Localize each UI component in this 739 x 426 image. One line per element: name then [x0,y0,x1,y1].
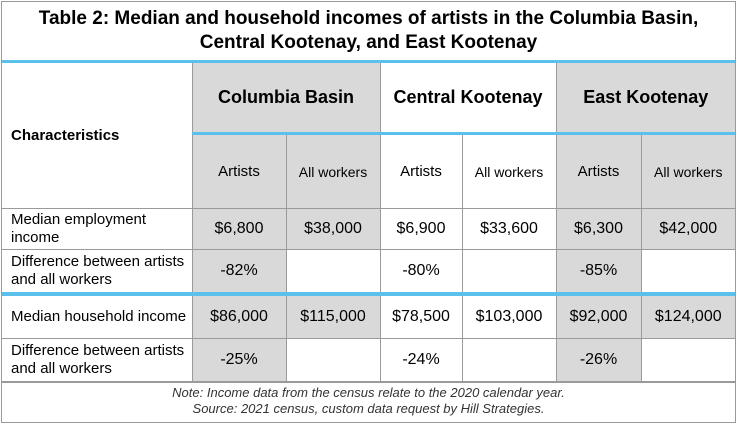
table-cell: $6,800 [191,208,287,250]
table-cell [285,249,381,295]
source-line: Source: 2021 census, custom data request… [192,401,545,416]
region-header-columbia-basin: Columbia Basin [191,63,381,135]
table-cell: $42,000 [640,208,735,250]
table-row: Difference between artists and all worke… [2,249,735,295]
table-cell [640,338,735,382]
table-row: Median household income $86,000 $115,000… [2,292,735,339]
region-header-central-kootenay: Central Kootenay [379,63,557,135]
subheader-all-workers: All workers [285,133,381,209]
table-cell: $103,000 [461,292,557,339]
subheader-artists: Artists [555,133,642,209]
income-table: Characteristics Columbia Basin Central K… [2,63,735,382]
table-cell: $86,000 [191,292,287,339]
subheader-artists: Artists [192,133,287,209]
table-cell: -26% [555,338,642,382]
characteristics-header: Characteristics [2,63,193,209]
subheader-artists: Artists [379,133,463,209]
table-cell: -24% [379,338,463,382]
region-header-row: Characteristics Columbia Basin Central K… [2,63,735,209]
table-cell: $38,000 [285,208,381,250]
subheader-all-workers: All workers [461,133,557,209]
table-cell: -82% [191,249,287,295]
table-row: Difference between artists and all worke… [2,338,735,382]
row-label: Median household income [2,292,193,339]
table-cell [461,249,557,295]
note-line: Note: Income data from the census relate… [172,385,565,400]
table-cell: $124,000 [640,292,735,339]
table-cell: $6,900 [379,208,463,250]
row-label: Difference between artists and all worke… [2,249,193,295]
table-cell: -80% [379,249,463,295]
table-cell: $6,300 [555,208,642,250]
table-title: Table 2: Median and household incomes of… [2,2,735,63]
table-cell [640,249,735,295]
table-cell [285,338,381,382]
subheader-all-workers: All workers [640,133,735,209]
region-header-east-kootenay: East Kootenay [555,63,735,135]
table-cell [461,338,557,382]
table-row: Median employment income $6,800 $38,000 … [2,208,735,250]
table-cell: $115,000 [285,292,381,339]
table-cell: -25% [191,338,287,382]
table-notes: Note: Income data from the census relate… [2,382,735,417]
table-cell: $33,600 [461,208,557,250]
table-cell: -85% [555,249,642,295]
table-cell: $92,000 [555,292,642,339]
row-label: Median employment income [2,208,193,250]
table-cell: $78,500 [379,292,463,339]
row-label: Difference between artists and all worke… [2,338,193,382]
